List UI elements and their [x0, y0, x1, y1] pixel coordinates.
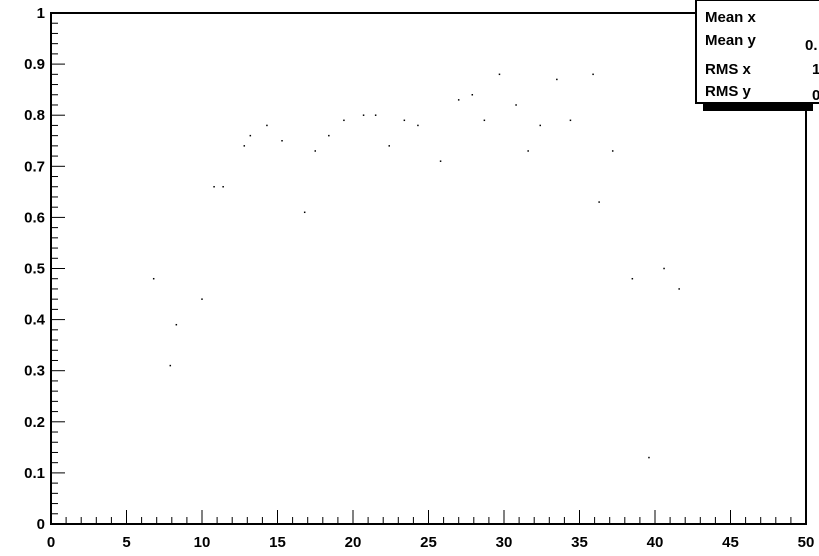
data-point	[403, 119, 406, 122]
y-tick-label: 0.3	[24, 363, 45, 380]
data-point	[515, 104, 517, 106]
stats-value-rms-y: 0	[812, 87, 819, 104]
data-point	[483, 119, 486, 122]
data-point	[569, 119, 572, 122]
stats-label-rms-x: RMS x	[705, 61, 752, 78]
data-points	[152, 73, 680, 459]
y-tick-labels: 0 0.1 0.2 0.3 0.4 0.5 0.6 0.7 0.8 0.9 1	[24, 5, 46, 533]
data-point	[388, 145, 390, 147]
y-tick-label: 0.7	[24, 158, 45, 175]
data-point	[343, 119, 345, 122]
data-point	[249, 134, 252, 137]
y-tick-label: 0.4	[24, 312, 46, 329]
data-point	[213, 185, 215, 188]
y-tick-label: 0	[37, 516, 45, 533]
data-point	[362, 114, 365, 116]
data-point	[598, 201, 600, 203]
y-tick-label: 0.1	[24, 465, 45, 482]
stats-value-mean-y: 0.	[805, 37, 818, 54]
y-tick-label: 0.8	[24, 107, 45, 124]
x-tick-label: 20	[345, 534, 362, 551]
data-point	[374, 114, 377, 116]
data-point	[592, 73, 594, 76]
x-tick-label: 30	[496, 534, 513, 551]
x-tick-label: 35	[571, 534, 588, 551]
data-point	[328, 134, 330, 137]
data-point	[266, 124, 268, 127]
x-tick-label: 40	[647, 534, 664, 551]
y-tick-label: 1	[37, 5, 45, 22]
data-point	[243, 145, 246, 147]
data-point	[175, 323, 178, 326]
data-point	[471, 94, 474, 96]
data-point	[527, 150, 529, 152]
x-tick-label: 25	[420, 534, 437, 551]
data-point	[648, 456, 650, 459]
y-tick-label: 0.5	[24, 261, 45, 278]
stats-value-rms-x: 1	[812, 61, 819, 78]
data-point	[556, 78, 558, 81]
y-tick-label: 0.2	[24, 414, 45, 431]
data-point	[201, 298, 203, 300]
data-point	[457, 99, 460, 101]
axis-ticks	[50, 12, 807, 525]
x-tick-label: 45	[722, 534, 739, 551]
data-point	[611, 150, 614, 152]
x-tick-label: 50	[798, 534, 815, 551]
data-point	[281, 140, 283, 142]
data-point	[152, 277, 155, 280]
x-tick-label: 15	[269, 534, 286, 551]
stats-box: Mean x Mean y 0. RMS x 1 RMS y 0	[695, 0, 819, 111]
x-tick-label: 10	[194, 534, 211, 551]
data-point	[539, 124, 541, 127]
stats-box-panel	[695, 0, 819, 104]
y-tick-label: 0.6	[24, 209, 45, 226]
data-point	[314, 150, 316, 152]
data-point	[222, 185, 224, 188]
data-point	[631, 277, 634, 280]
x-tick-labels: 0 5 10 15 20 25 30 35 40 45 50	[47, 534, 815, 551]
data-point	[663, 267, 665, 270]
data-point	[303, 211, 306, 214]
stats-label-mean-y: Mean y	[705, 32, 757, 49]
x-tick-label: 5	[122, 534, 130, 551]
y-tick-label: 0.9	[24, 56, 45, 73]
x-tick-label: 0	[47, 534, 55, 551]
plot-frame	[50, 12, 807, 525]
stats-label-rms-y: RMS y	[705, 83, 752, 100]
stats-label-mean-x: Mean x	[705, 9, 757, 26]
data-point	[439, 160, 442, 162]
data-point	[498, 73, 501, 76]
data-point	[417, 124, 419, 127]
data-point	[678, 288, 680, 290]
data-point	[169, 364, 172, 367]
